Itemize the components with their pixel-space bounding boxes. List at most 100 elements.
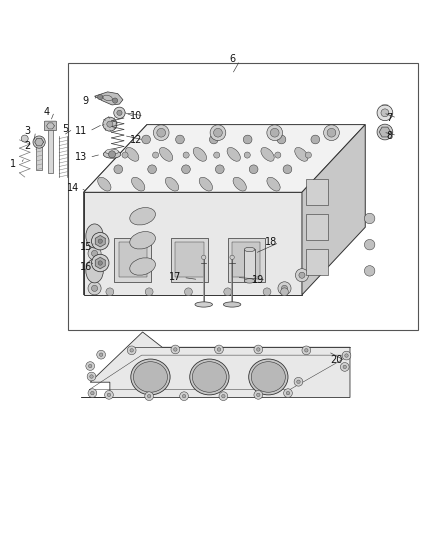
Ellipse shape [227,148,240,161]
Ellipse shape [86,259,103,283]
Circle shape [201,255,206,260]
Ellipse shape [195,302,212,307]
Circle shape [103,117,117,131]
Circle shape [183,152,189,158]
Text: 14: 14 [67,183,79,193]
Ellipse shape [130,207,155,225]
Circle shape [97,350,106,359]
Circle shape [130,349,134,352]
Text: 17: 17 [169,272,181,282]
Polygon shape [84,125,147,295]
Bar [114,238,151,282]
Circle shape [153,125,169,141]
Text: 13: 13 [75,152,88,163]
Circle shape [90,375,93,378]
Circle shape [217,348,221,351]
Polygon shape [84,192,302,295]
Circle shape [92,229,98,235]
Circle shape [345,354,348,357]
Circle shape [113,98,118,103]
Ellipse shape [251,362,286,392]
Circle shape [286,391,290,395]
Bar [36,145,42,171]
Circle shape [157,128,166,137]
FancyBboxPatch shape [44,121,57,131]
Ellipse shape [244,279,255,283]
Polygon shape [95,92,123,105]
Polygon shape [35,138,43,146]
Bar [48,129,53,173]
Text: 18: 18 [265,238,278,247]
Circle shape [277,135,286,144]
Circle shape [275,152,281,158]
Circle shape [88,364,92,368]
Circle shape [224,288,232,296]
Circle shape [107,121,113,127]
Circle shape [222,394,225,398]
Text: 9: 9 [83,95,89,106]
Text: 15: 15 [80,242,92,252]
Circle shape [152,152,159,158]
Circle shape [21,135,28,142]
Text: 1: 1 [10,159,16,169]
Polygon shape [95,257,105,269]
Circle shape [182,394,186,398]
Circle shape [145,288,153,296]
Circle shape [182,165,191,174]
Circle shape [364,213,375,224]
Circle shape [176,135,184,144]
Ellipse shape [166,177,179,191]
Circle shape [381,109,389,117]
Circle shape [257,393,260,397]
Ellipse shape [193,148,207,161]
Circle shape [305,152,311,158]
Ellipse shape [223,302,241,307]
Ellipse shape [130,258,155,275]
Circle shape [148,394,151,398]
Polygon shape [379,127,391,137]
Circle shape [340,362,349,372]
Circle shape [180,392,188,400]
Bar [306,179,328,205]
Text: 7: 7 [386,113,392,123]
Bar [175,243,204,277]
Circle shape [377,105,393,120]
Circle shape [270,128,279,137]
Text: 4: 4 [43,107,49,117]
Circle shape [243,135,252,144]
Circle shape [86,362,95,370]
Circle shape [278,282,291,295]
Circle shape [98,94,103,100]
Ellipse shape [134,362,167,392]
Text: 11: 11 [75,126,88,136]
Ellipse shape [244,247,255,252]
Ellipse shape [126,148,139,161]
Circle shape [215,345,223,354]
Circle shape [171,345,180,354]
Text: 5: 5 [62,124,68,134]
Circle shape [106,288,114,296]
Bar [171,238,208,282]
Ellipse shape [106,149,119,154]
Ellipse shape [261,148,274,161]
Circle shape [87,372,96,381]
Circle shape [299,272,305,278]
Text: 3: 3 [25,126,31,136]
Circle shape [142,135,151,144]
Circle shape [311,135,320,144]
Circle shape [215,165,224,174]
Circle shape [88,282,101,295]
Circle shape [114,165,123,174]
Circle shape [91,391,94,395]
Text: 6: 6 [229,54,235,64]
Bar [68,63,418,330]
Circle shape [294,377,303,386]
Circle shape [214,152,220,158]
Ellipse shape [98,177,111,191]
Circle shape [219,392,228,400]
Circle shape [254,345,263,354]
Circle shape [214,128,223,137]
Text: 10: 10 [130,111,142,121]
Circle shape [88,389,97,398]
Circle shape [267,125,283,141]
